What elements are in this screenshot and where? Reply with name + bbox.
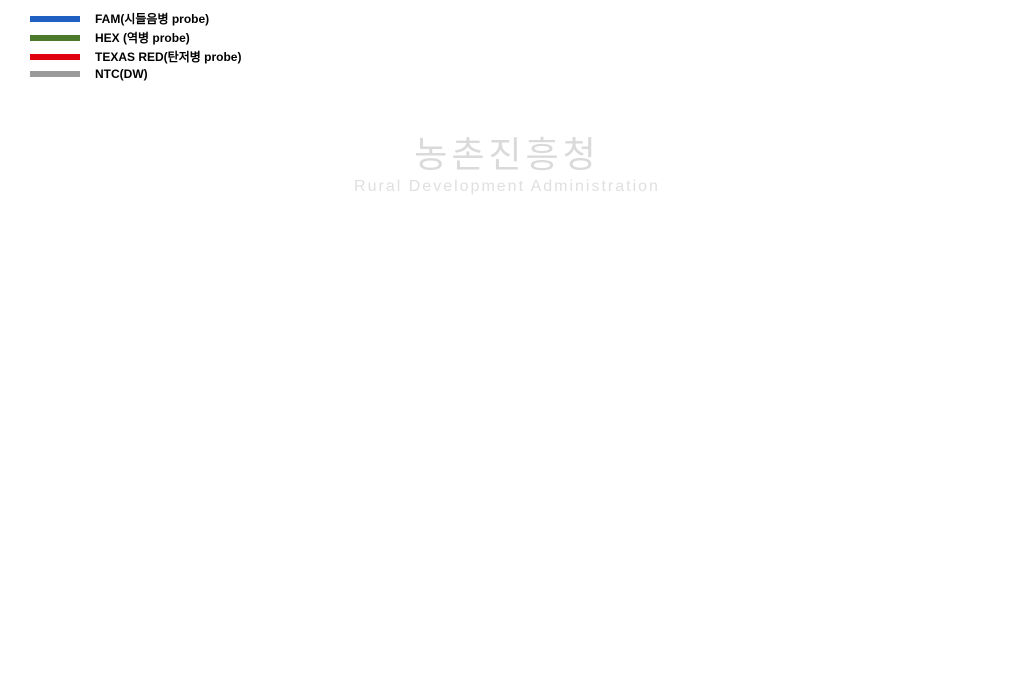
legend-item: TEXAS RED(탄저병 probe) [30, 48, 1004, 65]
legend-swatch [30, 16, 80, 22]
legend: FAM(시들음병 probe) HEX (역병 probe) TEXAS RED(탄… [10, 10, 1004, 81]
watermark: 농촌진흥청 Rural Development Administration [354, 126, 660, 196]
legend-item: HEX (역병 probe) [30, 29, 1004, 46]
legend-label: TEXAS RED(탄저병 probe) [95, 48, 241, 65]
legend-swatch [30, 35, 80, 41]
watermark-sub: Rural Development Administration [354, 178, 660, 196]
legend-swatch [30, 71, 80, 77]
legend-label: HEX (역병 probe) [95, 29, 190, 46]
watermark-main: 농촌진흥청 [354, 126, 660, 178]
legend-swatch [30, 54, 80, 60]
legend-item: NTC(DW) [30, 67, 1004, 81]
legend-label: FAM(시들음병 probe) [95, 10, 209, 27]
legend-label: NTC(DW) [95, 67, 148, 81]
legend-item: FAM(시들음병 probe) [30, 10, 1004, 27]
